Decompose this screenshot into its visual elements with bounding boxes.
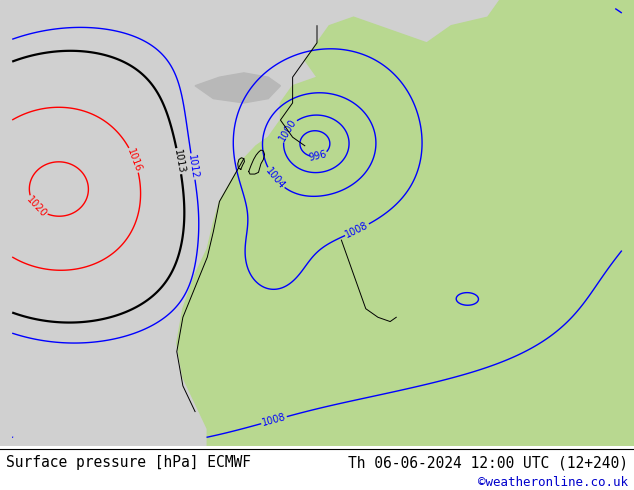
Text: 1013: 1013 bbox=[172, 148, 186, 174]
Text: ©weatheronline.co.uk: ©weatheronline.co.uk bbox=[477, 476, 628, 489]
Text: Th 06-06-2024 12:00 UTC (12+240): Th 06-06-2024 12:00 UTC (12+240) bbox=[347, 455, 628, 470]
Polygon shape bbox=[249, 150, 264, 174]
Text: 1000: 1000 bbox=[277, 117, 299, 143]
Text: 996: 996 bbox=[307, 149, 328, 163]
Text: 1008: 1008 bbox=[344, 220, 370, 240]
Text: 1008: 1008 bbox=[261, 412, 287, 428]
Polygon shape bbox=[177, 0, 634, 446]
Polygon shape bbox=[238, 158, 245, 170]
Text: 1020: 1020 bbox=[25, 195, 49, 219]
Text: Surface pressure [hPa] ECMWF: Surface pressure [hPa] ECMWF bbox=[6, 455, 251, 470]
Text: 1012: 1012 bbox=[186, 153, 200, 179]
Polygon shape bbox=[195, 73, 280, 103]
Text: 1016: 1016 bbox=[126, 147, 143, 173]
Text: 1004: 1004 bbox=[263, 166, 287, 191]
